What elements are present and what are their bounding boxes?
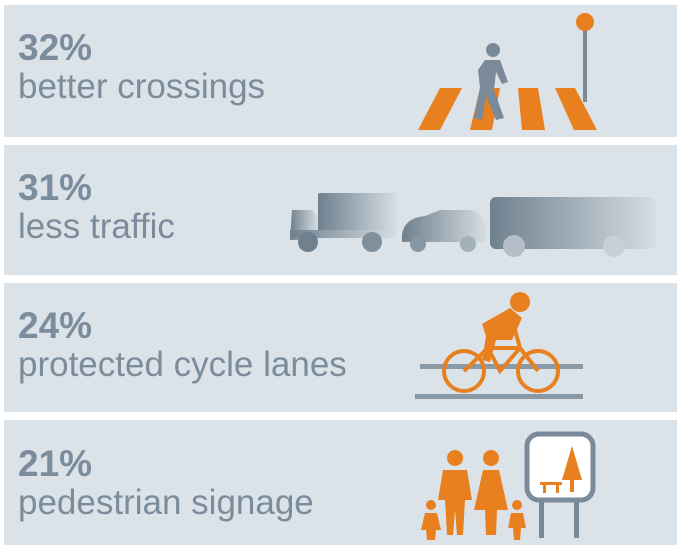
label: less traffic: [18, 207, 175, 246]
label: pedestrian signage: [18, 483, 314, 522]
percent: 24%: [18, 305, 92, 346]
percent: 32%: [18, 27, 92, 68]
label: protected cycle lanes: [18, 345, 347, 384]
percent: 21%: [18, 443, 92, 484]
label: better crossings: [18, 67, 265, 106]
percent: 31%: [18, 167, 92, 208]
infographic: 32% better crossings 31% less traffic 24…: [0, 0, 681, 547]
